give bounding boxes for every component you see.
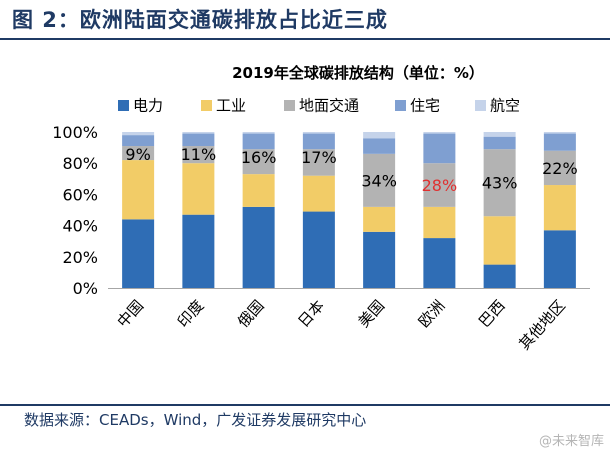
legend-swatch <box>395 100 406 111</box>
bar-segment <box>242 149 275 175</box>
x-axis: 中国 印度 俄国 日本 美国 欧洲 巴西 其他地区 <box>114 297 569 354</box>
bar-segment <box>543 185 576 231</box>
bar-segment <box>242 132 275 134</box>
y-tick-label: 60% <box>62 185 98 204</box>
data-label: 43% <box>482 174 518 193</box>
bar-segment <box>122 146 155 161</box>
legend-swatch <box>201 100 212 111</box>
legend-swatch <box>475 100 486 111</box>
y-tick-label: 80% <box>62 154 98 173</box>
data-label: 34% <box>361 171 397 190</box>
x-tick-label: 其他地区 <box>515 297 569 354</box>
bar-segment <box>363 206 396 232</box>
bar-segment <box>543 132 576 134</box>
legend-swatch <box>284 100 295 111</box>
bar-segment <box>483 132 516 137</box>
bar-segment <box>122 160 155 220</box>
legend-label: 电力 <box>133 97 163 115</box>
bar-segment <box>302 149 335 176</box>
legend-label: 工业 <box>216 97 246 115</box>
chart-title: 2019年全球碳排放结构（单位：%） <box>232 64 484 82</box>
bar-segment <box>543 230 576 288</box>
bar-segment <box>182 132 215 134</box>
x-tick-label: 美国 <box>355 297 388 331</box>
data-label-group: 9% 11% 16% 17% 34% 28% 43% 22% <box>125 145 577 195</box>
bar-segment <box>302 132 335 134</box>
bar-segment <box>543 133 576 151</box>
stacked-bar-chart: 2019年全球碳排放结构（单位：%） 电力 工业 地面交通 住宅 航空 0% 20% 40%… <box>52 64 590 354</box>
data-label: 16% <box>241 148 277 167</box>
bar-segment <box>122 135 155 147</box>
watermark: @未来智库 <box>538 434 604 449</box>
bottom-rule <box>0 404 610 406</box>
bar-segment <box>483 149 516 217</box>
bar-segment <box>483 136 516 150</box>
legend-label: 航空 <box>490 97 520 115</box>
bar-segment <box>302 175 335 212</box>
bar-segment <box>423 238 456 288</box>
bar-segment <box>182 214 215 288</box>
bar-segment <box>363 132 396 139</box>
bar-segment <box>363 153 396 207</box>
bar-segment <box>122 219 155 288</box>
y-tick-label: 100% <box>52 123 98 142</box>
legend-label: 住宅 <box>410 97 440 115</box>
x-tick-label: 印度 <box>174 297 207 331</box>
x-tick-label: 俄国 <box>234 297 267 331</box>
bar-segment <box>543 150 576 186</box>
y-axis: 0% 20% 40% 60% 80% 100% <box>52 123 590 298</box>
watermark-text: 未来智库 <box>551 434 604 449</box>
data-label: 22% <box>542 159 578 178</box>
bar-segment <box>242 206 275 288</box>
bar-segment <box>182 163 215 215</box>
bar-segment <box>302 133 335 150</box>
x-tick-label: 巴西 <box>475 297 508 331</box>
data-label: 28% <box>422 176 458 195</box>
x-tick-label: 欧洲 <box>415 297 448 331</box>
bar-segment <box>483 216 516 265</box>
bar-segment <box>242 133 275 150</box>
data-label: 17% <box>301 148 337 167</box>
figure-title: 图 2：欧洲陆面交通碳排放占比近三成 <box>12 8 388 32</box>
legend-swatch <box>118 100 129 111</box>
bar-segment <box>182 133 215 147</box>
bar-group <box>122 132 576 288</box>
data-label: 11% <box>181 145 217 164</box>
x-tick-label: 中国 <box>114 297 147 331</box>
bar-segment <box>423 132 456 134</box>
y-tick-label: 40% <box>62 217 98 236</box>
bar-segment <box>363 231 396 288</box>
data-label: 9% <box>125 145 150 164</box>
bar-segment <box>182 146 215 164</box>
x-tick-label: 日本 <box>294 297 327 331</box>
top-rule <box>0 38 610 40</box>
y-tick-label: 0% <box>73 279 98 298</box>
source-note: 数据来源：CEADs，Wind，广发证券发展研究中心 <box>24 411 367 429</box>
bar-segment <box>242 174 275 207</box>
bar-segment <box>363 138 396 154</box>
bar-segment <box>423 163 456 207</box>
bar-segment <box>423 206 456 239</box>
y-tick-label: 20% <box>62 248 98 267</box>
legend-label: 地面交通 <box>299 97 359 115</box>
bar-segment <box>302 211 335 288</box>
chart-legend: 电力 工业 地面交通 住宅 航空 <box>118 97 520 115</box>
bar-segment <box>423 133 456 164</box>
bar-segment <box>122 132 155 136</box>
bar-segment <box>483 264 516 288</box>
